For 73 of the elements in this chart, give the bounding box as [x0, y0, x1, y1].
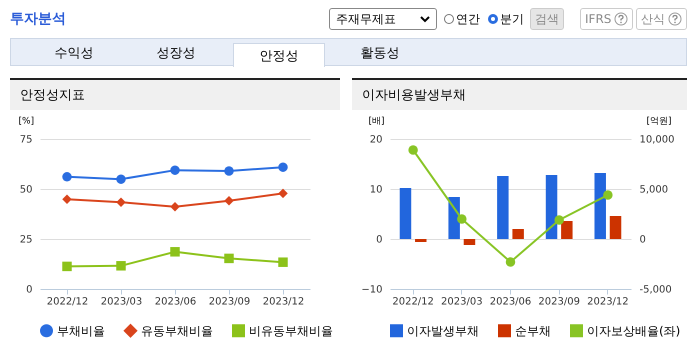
point — [278, 162, 288, 172]
point — [170, 247, 180, 257]
text: 주재무제표 — [336, 10, 396, 28]
chart-title: 이자비용발생부채 — [352, 78, 687, 110]
point — [278, 188, 288, 198]
point — [62, 172, 72, 182]
y-tick-label: 0 — [376, 234, 382, 246]
bar — [400, 188, 412, 239]
point — [224, 196, 234, 206]
y-tick-label: −10 — [361, 284, 382, 296]
point — [116, 197, 126, 207]
x-tick-label: 2022/12 — [46, 296, 88, 308]
x-tick-label: 2023/09 — [538, 296, 580, 308]
bar — [512, 229, 524, 239]
text: IFRS — [585, 12, 612, 26]
chart-title: 안정성지표 — [10, 78, 340, 110]
x-tick-label: 2022/12 — [392, 296, 434, 308]
point — [457, 214, 467, 224]
bar — [464, 239, 476, 245]
x-tick-label: 2023/09 — [208, 296, 250, 308]
x-tick-label: 2023/06 — [154, 296, 196, 308]
y2-tick-label: 5,000 — [640, 184, 668, 196]
text: 연간 — [456, 10, 480, 28]
text: 산식 — [641, 10, 665, 28]
text: 활동성 — [360, 44, 400, 62]
y-tick-label: 25 — [20, 234, 32, 246]
bar — [415, 239, 427, 242]
y-tick-label: 0 — [26, 284, 32, 296]
point — [408, 145, 418, 155]
point — [62, 262, 72, 272]
x-tick-label: 2023/03 — [100, 296, 142, 308]
point — [224, 254, 234, 264]
text: 수익성 — [54, 44, 94, 62]
y-tick-label: 10 — [370, 184, 382, 196]
point — [116, 174, 126, 184]
legend-label: 유동부채비율 — [141, 324, 213, 338]
text: 안정성 — [233, 43, 325, 67]
bar — [497, 176, 509, 239]
legend-label: 이자보상배율(좌) — [587, 324, 680, 338]
point — [603, 190, 613, 200]
text: 검색 — [530, 8, 564, 30]
y-tick-label: 20 — [370, 134, 382, 146]
bar — [546, 175, 558, 239]
y-tick-label: 50 — [20, 184, 32, 196]
point — [170, 202, 180, 212]
legend-label: 비유동부채비율 — [249, 324, 333, 338]
x-tick-label: 2023/12 — [262, 296, 304, 308]
y-axis-title: [배] — [368, 116, 385, 126]
point — [506, 257, 516, 267]
legend-label: 순부채 — [515, 324, 551, 338]
bar — [561, 221, 573, 239]
bar — [594, 173, 606, 239]
legend-label: 이자발생부채 — [407, 324, 479, 338]
y-axis-title: [%] — [18, 116, 34, 126]
y-tick-label: 75 — [20, 134, 32, 146]
point — [554, 215, 564, 225]
bar — [610, 216, 622, 239]
point — [278, 257, 288, 267]
x-tick-label: 2023/03 — [441, 296, 483, 308]
y2-tick-label: 0 — [640, 234, 646, 246]
x-tick-label: 2023/06 — [490, 296, 532, 308]
y2-tick-label: -5,000 — [640, 284, 672, 296]
legend-label: 부채비율 — [57, 324, 105, 338]
text: 성장성 — [156, 44, 196, 62]
point — [224, 166, 234, 176]
point — [170, 165, 180, 175]
text: 투자분석 — [10, 10, 66, 28]
y2-axis-title: [억원] — [646, 116, 672, 126]
text: 분기 — [500, 10, 524, 28]
y2-tick-label: 10,000 — [640, 134, 674, 146]
point — [62, 194, 72, 204]
x-tick-label: 2023/12 — [587, 296, 629, 308]
point — [116, 261, 126, 271]
